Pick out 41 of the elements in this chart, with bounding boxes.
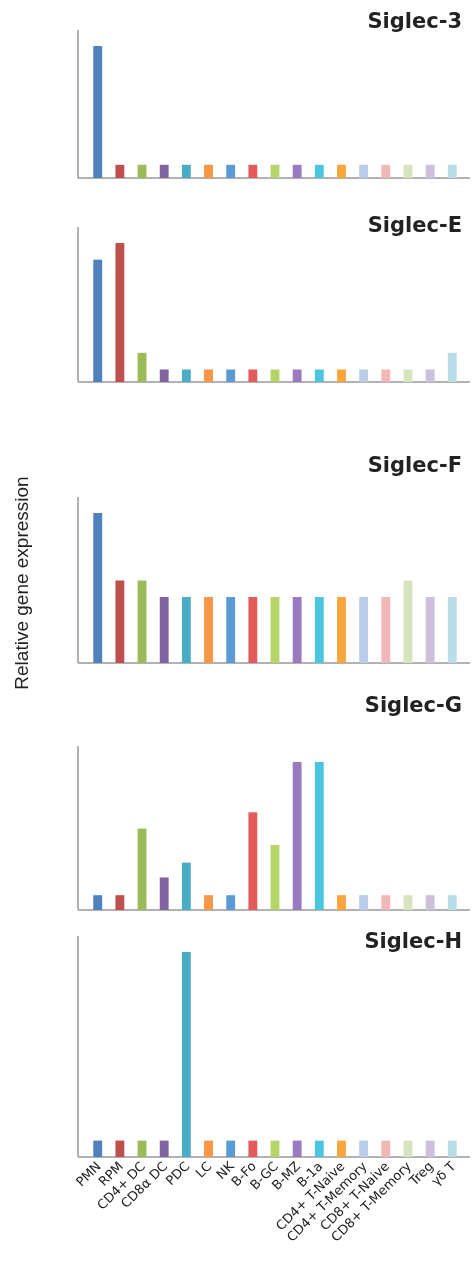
- bar: [292, 369, 302, 382]
- bar: [270, 844, 280, 910]
- bar: [403, 369, 413, 382]
- bar: [204, 895, 213, 910]
- chart-title: Siglec-3: [367, 9, 462, 33]
- bar: [159, 877, 169, 910]
- bar: [447, 352, 457, 382]
- bar: [425, 369, 435, 382]
- bar: [93, 259, 103, 382]
- bar: [314, 762, 324, 910]
- bar: [93, 895, 103, 910]
- bar: [381, 895, 391, 910]
- bar: [226, 895, 236, 910]
- bar: [337, 369, 346, 382]
- bar: [204, 369, 213, 382]
- bar: [248, 812, 258, 910]
- bar: [159, 369, 169, 382]
- bar: [292, 762, 302, 910]
- bar: [381, 369, 391, 382]
- bar: [115, 243, 125, 382]
- bar: [359, 895, 369, 910]
- bar: [337, 895, 346, 910]
- bar: [181, 862, 191, 910]
- bar: [314, 369, 324, 382]
- y-axis-title: Relative gene expression: [11, 476, 32, 690]
- chart-title: Siglec-E: [367, 213, 462, 237]
- bar: [226, 369, 236, 382]
- bar: [403, 895, 413, 910]
- bar: [137, 352, 147, 382]
- bar: [447, 895, 457, 910]
- chart-title: Siglec-H: [364, 929, 462, 953]
- bar: [248, 369, 258, 382]
- chart-title: Siglec-G: [364, 693, 462, 717]
- bar: [115, 895, 125, 910]
- bar: [425, 895, 435, 910]
- chart-title: Siglec-F: [367, 453, 462, 477]
- bar: [359, 369, 369, 382]
- bar: [181, 369, 191, 382]
- bar: [270, 369, 280, 382]
- bar: [137, 828, 147, 910]
- x-tick-label: LC: [192, 1158, 215, 1181]
